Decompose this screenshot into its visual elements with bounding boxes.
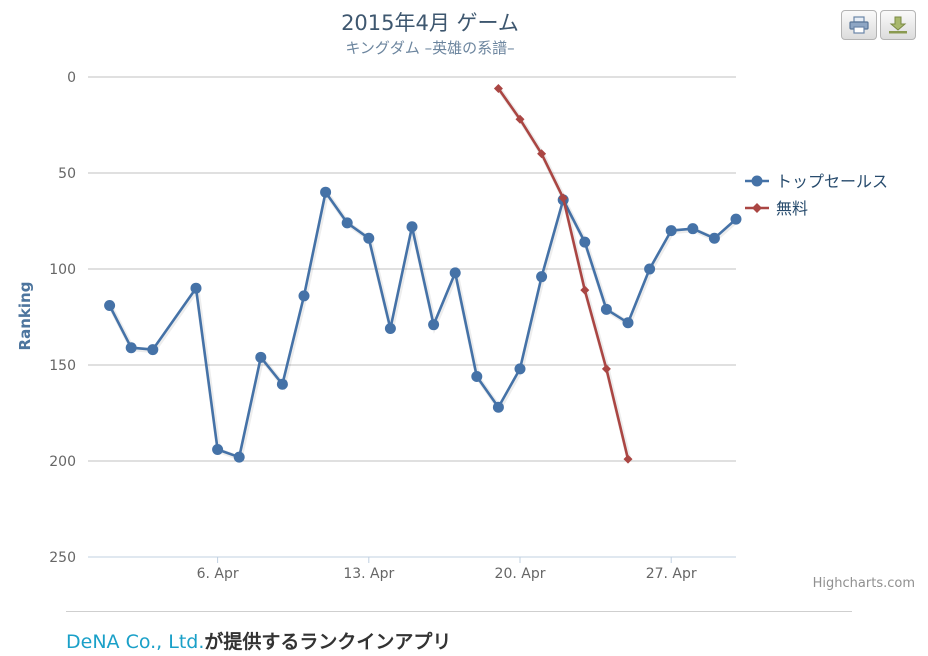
- data-point[interactable]: [233, 451, 245, 463]
- chart: 2015年4月 ゲーム キングダム –英雄の系譜– Ranking 0 50 100…: [16, 11, 915, 591]
- data-point[interactable]: [298, 290, 310, 302]
- data-point[interactable]: [320, 186, 332, 198]
- data-point[interactable]: [212, 443, 224, 455]
- footer-note: DeNA Co., Ltd.が提供するランクインアプリ: [66, 627, 451, 654]
- data-point[interactable]: [537, 149, 547, 159]
- x-tick-label: 13. Apr: [343, 566, 394, 582]
- legend-marker: [752, 203, 762, 213]
- data-point[interactable]: [515, 114, 525, 124]
- download-icon: [889, 16, 907, 34]
- data-point[interactable]: [623, 454, 633, 464]
- y-tick-label: 250: [49, 550, 76, 566]
- data-point[interactable]: [493, 84, 503, 94]
- legend-item[interactable]: トップセールス: [745, 172, 888, 191]
- legend-label: トップセールス: [776, 172, 888, 191]
- data-point[interactable]: [384, 323, 396, 335]
- chart-title: 2015年4月 ゲーム: [341, 11, 519, 35]
- data-point[interactable]: [536, 271, 548, 283]
- data-point[interactable]: [428, 319, 440, 331]
- data-point[interactable]: [406, 221, 418, 233]
- data-point[interactable]: [687, 223, 699, 235]
- data-point[interactable]: [341, 217, 353, 229]
- data-point[interactable]: [190, 282, 202, 294]
- data-point[interactable]: [471, 371, 483, 383]
- data-point[interactable]: [255, 351, 267, 363]
- x-tick-label: 20. Apr: [495, 566, 546, 582]
- y-tick-label: 50: [58, 166, 76, 182]
- x-tick-label: 6. Apr: [197, 566, 239, 582]
- data-point[interactable]: [730, 213, 742, 225]
- data-point[interactable]: [580, 285, 590, 295]
- data-point[interactable]: [665, 225, 677, 237]
- data-point[interactable]: [558, 193, 568, 203]
- data-point[interactable]: [492, 401, 504, 413]
- data-point[interactable]: [622, 317, 634, 329]
- legend-label: 無料: [776, 199, 808, 218]
- export-button[interactable]: [880, 10, 916, 40]
- credits-link[interactable]: Highcharts.com: [813, 576, 915, 591]
- plot-area: [104, 84, 742, 464]
- data-point[interactable]: [147, 344, 159, 356]
- data-point[interactable]: [708, 232, 720, 244]
- series-line-shadow: [108, 187, 739, 462]
- data-point[interactable]: [276, 378, 288, 390]
- series-line-shadow: [497, 88, 632, 461]
- y-axis-label: Ranking: [16, 282, 34, 351]
- chart-subtitle: キングダム –英雄の系譜–: [345, 39, 514, 57]
- footer-suffix: が提供するランクインアプリ: [204, 631, 452, 653]
- series-line: [497, 87, 630, 460]
- data-point[interactable]: [600, 303, 612, 315]
- data-point[interactable]: [125, 342, 137, 354]
- y-tick-label: 200: [49, 454, 76, 470]
- footer-divider: [66, 611, 852, 612]
- y-tick-label: 0: [67, 70, 76, 86]
- x-axis: 6. Apr 13. Apr 20. Apr 27. Apr: [197, 557, 697, 582]
- y-tick-label: 150: [49, 358, 76, 374]
- x-tick-label: 27. Apr: [646, 566, 697, 582]
- data-point[interactable]: [644, 263, 656, 275]
- data-point[interactable]: [449, 267, 461, 279]
- data-point[interactable]: [601, 364, 611, 374]
- y-tick-label: 100: [49, 262, 76, 278]
- printer-icon: [849, 16, 869, 34]
- print-button[interactable]: [841, 10, 877, 40]
- legend-item[interactable]: 無料: [745, 199, 808, 218]
- data-point[interactable]: [363, 232, 375, 244]
- company-link[interactable]: DeNA Co., Ltd.: [66, 631, 205, 653]
- data-point[interactable]: [514, 363, 526, 375]
- data-point[interactable]: [579, 236, 591, 248]
- data-point[interactable]: [104, 299, 116, 311]
- legend-marker: [751, 175, 763, 187]
